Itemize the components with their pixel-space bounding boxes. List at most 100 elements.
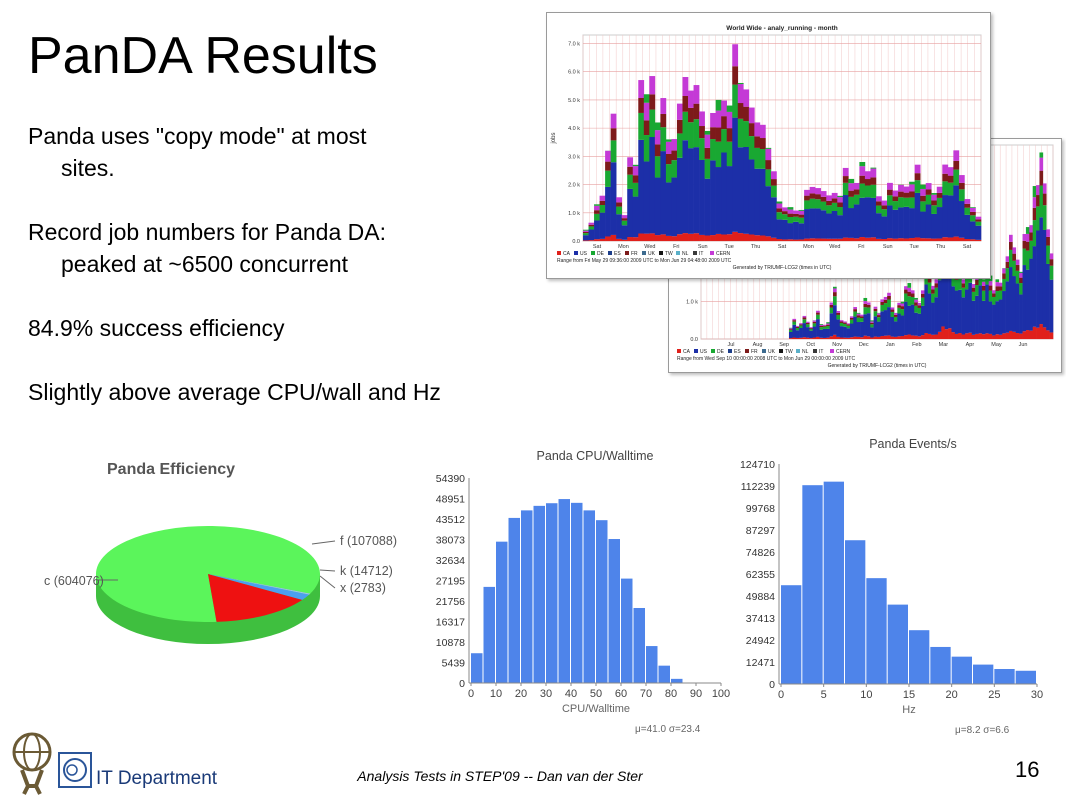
area-segment-ca bbox=[1015, 333, 1020, 339]
area-segment-de bbox=[898, 197, 904, 208]
area-segment-cern bbox=[842, 167, 849, 177]
y-tick-label: 7.0 k bbox=[568, 41, 580, 47]
area-segment-fr bbox=[627, 166, 634, 175]
area-segment-fr bbox=[931, 200, 938, 206]
area-segment-ca bbox=[914, 237, 921, 241]
area-segment-de bbox=[893, 316, 898, 322]
area-segment-ca bbox=[866, 336, 871, 339]
area-segment-us bbox=[954, 290, 959, 334]
area-segment-us bbox=[860, 321, 864, 338]
area-segment-de bbox=[863, 297, 868, 302]
area-segment-cern bbox=[654, 130, 661, 145]
area-segment-us bbox=[924, 284, 929, 334]
x-tick-label: Sat bbox=[593, 244, 602, 250]
area-segment-fr bbox=[1009, 241, 1013, 250]
area-segment-ca bbox=[826, 238, 833, 241]
area-segment-us bbox=[881, 216, 888, 240]
area-segment-us bbox=[616, 214, 622, 239]
area-segment-us bbox=[958, 201, 965, 238]
area-segment-fr bbox=[599, 200, 606, 206]
area-segment-cern bbox=[988, 281, 993, 286]
area-segment-ca bbox=[820, 238, 827, 241]
area-segment-ca bbox=[721, 234, 728, 241]
area-segment-ca bbox=[1019, 333, 1023, 339]
area-segment-us bbox=[799, 327, 803, 338]
area-segment-us bbox=[934, 297, 939, 335]
area-segment-de bbox=[856, 317, 861, 323]
area-segment-ca bbox=[793, 239, 799, 241]
legend-label-de: DE bbox=[717, 349, 725, 355]
y-tick-label: 99768 bbox=[746, 503, 775, 515]
area-segment-de bbox=[881, 209, 888, 217]
area-segment-fr bbox=[812, 321, 817, 324]
legend-swatch-uk bbox=[642, 251, 646, 255]
area-segment-cern bbox=[660, 98, 667, 114]
area-segment-fr bbox=[964, 203, 971, 208]
area-segment-ca bbox=[877, 336, 881, 339]
area-segment-us bbox=[931, 213, 938, 239]
histogram-bar bbox=[521, 510, 533, 683]
area-segment-de bbox=[909, 197, 915, 209]
area-segment-ca bbox=[921, 335, 925, 339]
area-segment-cern bbox=[710, 112, 716, 128]
area-segment-fr bbox=[907, 291, 912, 297]
histogram-bar bbox=[558, 499, 570, 683]
area-segment-cern bbox=[914, 299, 918, 303]
area-segment-us bbox=[975, 295, 979, 334]
area-segment-de bbox=[812, 323, 817, 327]
x-tick-label: Sep bbox=[779, 342, 789, 348]
area-segment-de bbox=[958, 189, 965, 202]
x-tick-label: Dec bbox=[859, 342, 869, 348]
area-segment-cern bbox=[1025, 233, 1030, 242]
legend-swatch-it bbox=[813, 349, 817, 353]
area-segment-cern bbox=[917, 302, 922, 306]
area-segment-us bbox=[898, 207, 904, 239]
area-segment-us bbox=[914, 312, 918, 336]
area-segment-ca bbox=[910, 335, 915, 339]
y-tick-label: 49884 bbox=[746, 591, 775, 603]
area-segment-de bbox=[765, 169, 772, 187]
y-tick-label: 16317 bbox=[436, 617, 465, 629]
legend-swatch-tw bbox=[659, 251, 663, 255]
area-segment-fr bbox=[920, 195, 927, 202]
area-segment-ca bbox=[937, 331, 942, 339]
area-segment-us bbox=[802, 323, 807, 338]
x-tick-label: 0 bbox=[778, 689, 784, 701]
area-segment-us bbox=[921, 305, 925, 336]
area-segment-de bbox=[826, 205, 833, 214]
area-segment-cern bbox=[583, 230, 589, 232]
area-segment-fr bbox=[856, 315, 861, 318]
area-segment-us bbox=[715, 167, 722, 234]
area-segment-cern bbox=[969, 207, 976, 212]
area-segment-de bbox=[798, 209, 805, 211]
area-segment-cern bbox=[826, 323, 830, 325]
area-segment-cern bbox=[1049, 253, 1054, 260]
y-tick-label: 0 bbox=[459, 678, 465, 690]
x-tick-label: Thu bbox=[936, 244, 945, 250]
area-segment-cern bbox=[900, 303, 905, 307]
area-segment-cern bbox=[947, 167, 954, 176]
area-segment-ca bbox=[802, 337, 807, 339]
legend-label-es: ES bbox=[734, 349, 741, 355]
area-segment-cern bbox=[793, 210, 799, 214]
area-segment-cern bbox=[964, 199, 971, 204]
area-segment-de bbox=[864, 185, 871, 198]
legend-swatch-fr bbox=[745, 349, 749, 353]
area-segment-ca bbox=[638, 233, 645, 241]
area-segment-cern bbox=[995, 282, 1000, 287]
area-segment-de bbox=[588, 226, 595, 230]
area-segment-de bbox=[836, 314, 841, 320]
area-segment-cern bbox=[610, 113, 617, 129]
area-segment-de bbox=[1039, 185, 1044, 218]
area-segment-ca bbox=[1049, 332, 1054, 339]
x-tick-label: Wed bbox=[829, 244, 840, 250]
area-segment-de bbox=[870, 324, 874, 328]
area-segment-us bbox=[842, 195, 849, 238]
area-segment-us bbox=[704, 178, 711, 236]
area-segment-fr bbox=[665, 153, 672, 165]
area-segment-fr bbox=[693, 103, 700, 120]
area-segment-ca bbox=[907, 334, 912, 339]
pie-slice bbox=[95, 526, 320, 622]
area-segment-de bbox=[931, 193, 938, 195]
area-segment-de bbox=[842, 182, 849, 196]
